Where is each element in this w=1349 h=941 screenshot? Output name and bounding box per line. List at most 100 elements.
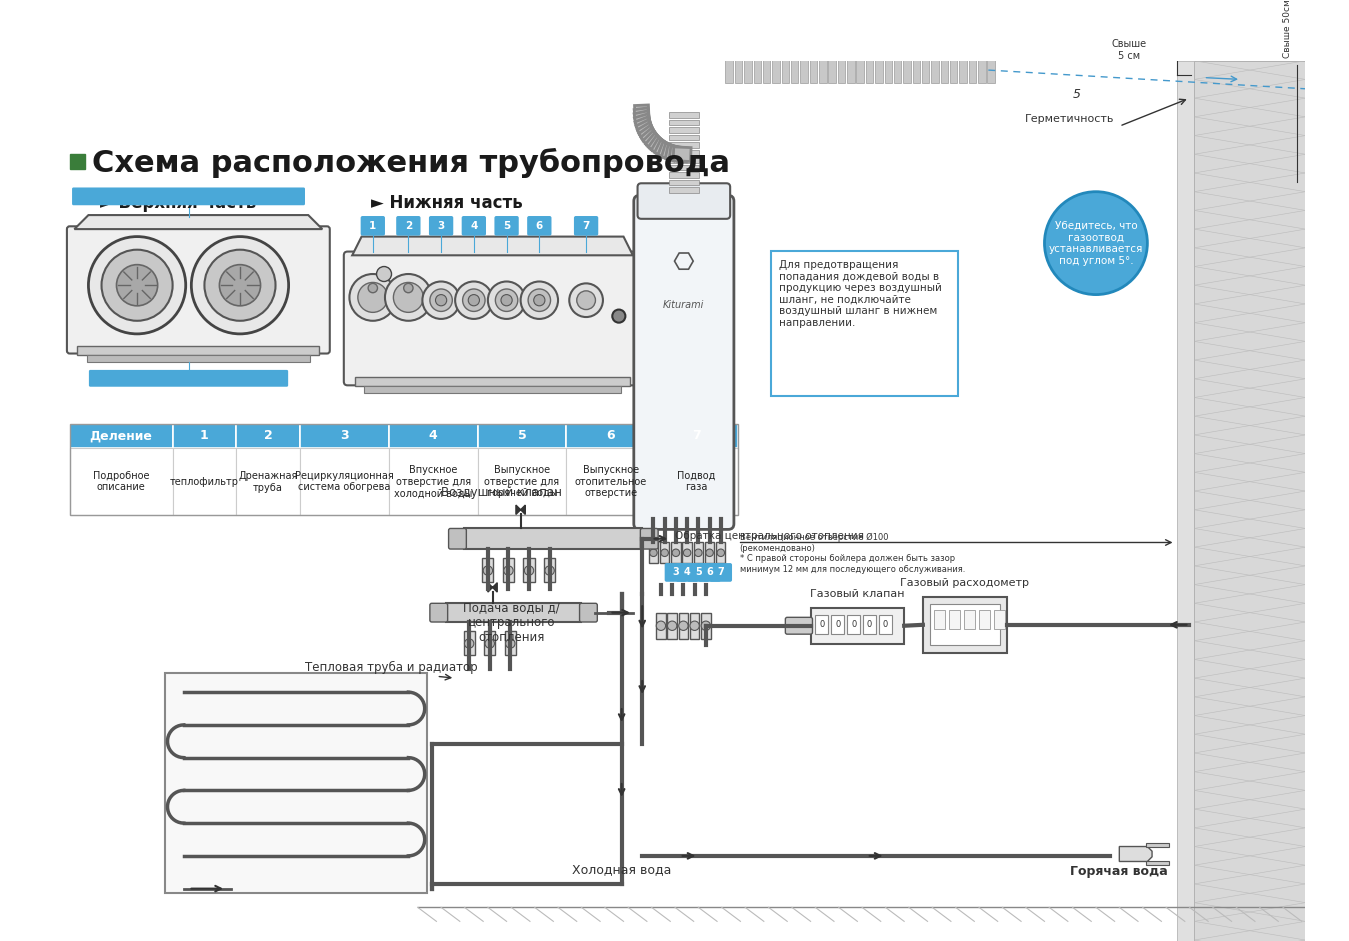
Bar [669, 135, 699, 140]
Bar [701, 613, 711, 639]
FancyBboxPatch shape [687, 563, 710, 582]
FancyBboxPatch shape [699, 563, 720, 582]
Circle shape [527, 289, 550, 311]
Text: 4: 4 [684, 567, 691, 578]
Bar [735, 57, 742, 83]
Polygon shape [352, 236, 633, 255]
Bar [950, 610, 960, 629]
Bar [754, 57, 761, 83]
Circle shape [349, 274, 397, 321]
Bar [912, 57, 920, 83]
Text: Свыше 50см: Свыше 50см [1283, 0, 1292, 58]
Bar [567, 423, 656, 448]
Circle shape [695, 549, 701, 556]
FancyBboxPatch shape [89, 370, 289, 387]
FancyBboxPatch shape [430, 603, 448, 622]
Bar [931, 604, 1000, 646]
Bar [828, 57, 836, 83]
Bar [482, 558, 494, 582]
Text: Воздухо-всасывающее отверстие: Воздухо-всасывающее отверстие [113, 192, 263, 200]
Circle shape [483, 566, 492, 575]
Bar [1194, 61, 1306, 941]
Bar [994, 610, 1005, 629]
Text: 5: 5 [695, 567, 701, 578]
Circle shape [718, 549, 724, 556]
Bar [1178, 61, 1194, 941]
Text: 0: 0 [867, 620, 873, 630]
Text: 1: 1 [200, 429, 209, 442]
Circle shape [506, 639, 515, 648]
Text: 6: 6 [707, 567, 714, 578]
Circle shape [422, 281, 460, 319]
Bar [299, 448, 389, 516]
Bar [1145, 843, 1168, 848]
Circle shape [706, 549, 714, 556]
Bar [669, 142, 699, 148]
Text: 2: 2 [405, 221, 411, 231]
Bar [940, 57, 948, 83]
Bar [847, 615, 861, 634]
Bar [772, 57, 780, 83]
Bar [656, 613, 665, 639]
Bar [689, 613, 699, 639]
Bar [236, 423, 299, 448]
FancyBboxPatch shape [527, 216, 552, 235]
Bar [921, 57, 929, 83]
Bar [716, 543, 726, 563]
FancyBboxPatch shape [397, 216, 421, 235]
Bar [70, 423, 173, 448]
Circle shape [464, 639, 473, 648]
Text: Kiturami: Kiturami [664, 300, 704, 310]
Bar [876, 57, 882, 83]
Bar [668, 613, 677, 639]
Bar [669, 157, 699, 163]
Text: Вентиляционное отверстие Ø100
(рекомендовано)
* С правой стороны бойлера должен : Вентиляционное отверстие Ø100 (рекомендо… [739, 534, 965, 573]
Bar [669, 127, 699, 133]
Text: Выпускное
отопительное
отверстие: Выпускное отопительное отверстие [575, 465, 648, 499]
Text: Для предотвращения
попадания дождевой воды в
продукцию через воздушный
шланг, не: Для предотвращения попадания дождевой во… [778, 260, 942, 328]
Text: Холодная вода: Холодная вода [572, 863, 672, 876]
Circle shape [394, 282, 424, 312]
Bar [70, 423, 738, 516]
Bar [165, 674, 428, 893]
FancyBboxPatch shape [449, 529, 467, 549]
Bar [979, 610, 990, 629]
Circle shape [403, 283, 413, 293]
Bar [355, 377, 630, 386]
Text: 0: 0 [851, 620, 857, 630]
Circle shape [521, 281, 558, 319]
Text: Рециркуляционная
система обогрева: Рециркуляционная система обогрева [295, 470, 394, 492]
Bar [904, 57, 911, 83]
Text: 2: 2 [263, 429, 272, 442]
Bar [800, 57, 808, 83]
Text: 5: 5 [1072, 88, 1081, 101]
Text: 6: 6 [536, 221, 542, 231]
Bar [811, 608, 904, 644]
Circle shape [463, 289, 486, 311]
Circle shape [679, 621, 688, 630]
Bar [649, 543, 658, 563]
Circle shape [668, 621, 677, 630]
FancyBboxPatch shape [429, 216, 453, 235]
FancyBboxPatch shape [71, 187, 305, 205]
Bar [669, 120, 699, 125]
Circle shape [701, 621, 711, 630]
Text: Дренажная
труба: Дренажная труба [239, 470, 298, 492]
Text: 3: 3 [340, 429, 348, 442]
Bar [669, 112, 699, 118]
Bar [923, 597, 1008, 653]
Circle shape [368, 283, 378, 293]
Circle shape [205, 249, 275, 321]
Bar [965, 610, 975, 629]
Circle shape [569, 283, 603, 317]
Circle shape [534, 295, 545, 306]
Polygon shape [488, 582, 498, 592]
FancyBboxPatch shape [495, 216, 519, 235]
Bar [505, 631, 515, 655]
Text: Свыше
5 см: Свыше 5 см [1112, 40, 1147, 61]
Bar [809, 57, 817, 83]
Bar [77, 346, 320, 356]
Text: Герметичность: Герметичность [1025, 114, 1114, 123]
Circle shape [116, 264, 158, 306]
Bar [683, 543, 692, 563]
